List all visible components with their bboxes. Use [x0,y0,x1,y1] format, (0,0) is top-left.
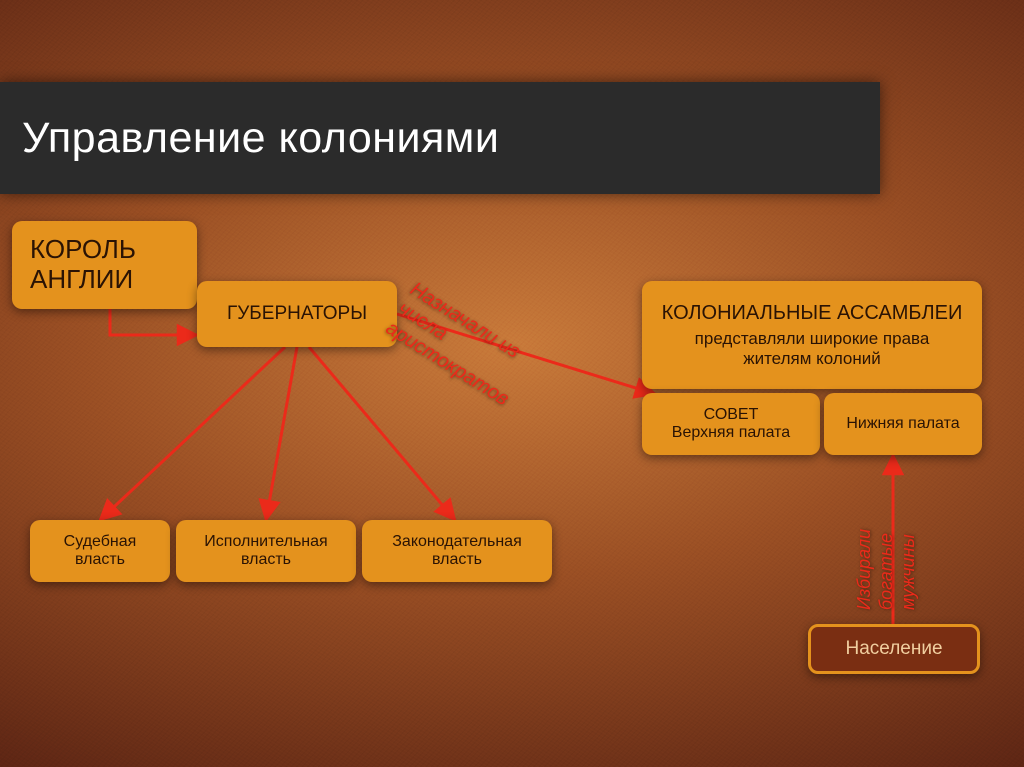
title-bar: Управление колониями [0,82,880,194]
node-judicial-label: Судебная власть [40,533,160,569]
node-king: КОРОЛЬ АНГЛИИ [12,221,197,309]
node-governors-label: ГУБЕРНАТОРЫ [227,303,367,325]
node-judicial: Судебная власть [30,520,170,582]
node-king-label: КОРОЛЬ АНГЛИИ [30,235,136,295]
node-lower-label: Нижняя палата [846,415,959,433]
node-assemblies: КОЛОНИАЛЬНЫЕ АССАМБЛЕИ представляли широ… [642,281,982,389]
node-legislative: Законодательная власть [362,520,552,582]
assemblies-sub: представляли широкие права жителям колон… [660,329,964,369]
node-soviet-label: СОВЕТ Верхняя палата [672,406,790,442]
node-lower: Нижняя палата [824,393,982,455]
slide-title: Управление колониями [22,114,499,163]
node-legislative-label: Законодательная власть [372,533,542,569]
node-population-label: Население [845,638,942,660]
node-executive-label: Исполнительная власть [186,533,346,569]
node-population: Население [808,624,980,674]
node-governors: ГУБЕРНАТОРЫ [197,281,397,347]
node-soviet: СОВЕТ Верхняя палата [642,393,820,455]
assemblies-heading: КОЛОНИАЛЬНЫЕ АССАМБЛЕИ [662,302,963,325]
node-executive: Исполнительная власть [176,520,356,582]
